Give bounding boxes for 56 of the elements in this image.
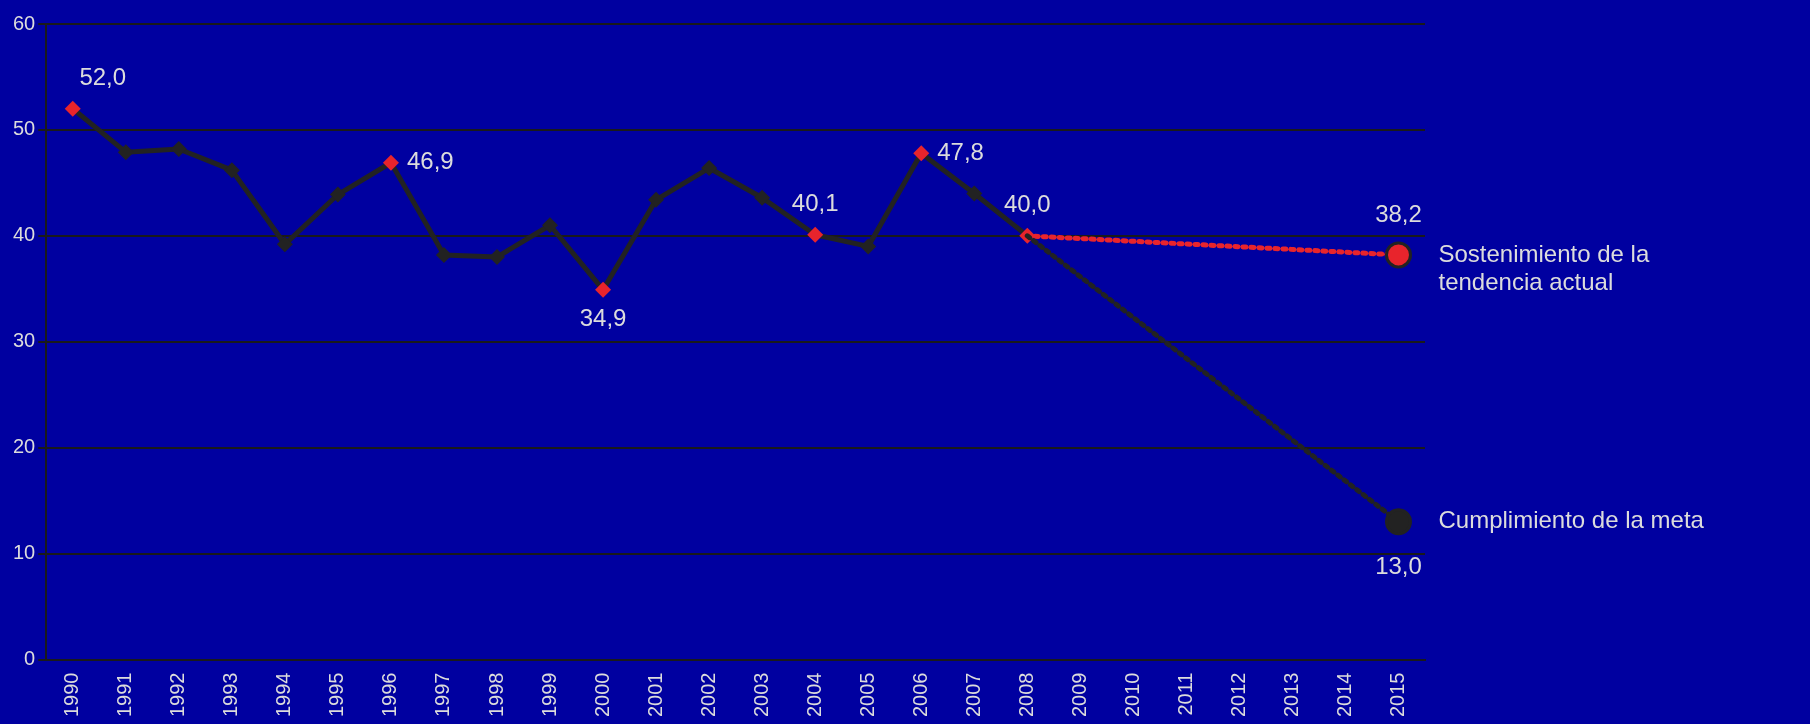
x-tick-label: 1993 — [219, 672, 242, 718]
x-tick-label: 2002 — [696, 672, 719, 718]
series-label: Cumplimiento de la meta — [1438, 506, 1705, 534]
x-tick-label: 1997 — [431, 672, 454, 718]
x-tick-label: 1994 — [272, 672, 295, 718]
data-label: 46,9 — [406, 147, 454, 175]
data-label: 40,1 — [791, 189, 839, 217]
point — [117, 144, 134, 161]
x-tick-label: 2001 — [643, 672, 666, 718]
y-tick-label: 50 — [13, 117, 36, 140]
data-label: 38,2 — [1375, 199, 1422, 227]
x-tick-label: 2011 — [1173, 672, 1196, 716]
x-tick-label: 2014 — [1332, 672, 1355, 718]
y-tick-label: 30 — [13, 329, 36, 352]
x-tick-label: 2012 — [1226, 672, 1249, 718]
point — [966, 185, 983, 202]
point — [648, 191, 665, 208]
x-tick-label: 1992 — [166, 672, 189, 718]
x-tick-label: 2003 — [749, 672, 772, 718]
x-tick-label: 2007 — [961, 672, 984, 718]
x-tick-label: 2010 — [1120, 672, 1143, 718]
x-tick-label: 2009 — [1067, 672, 1090, 718]
point — [1384, 241, 1412, 269]
x-tick-label: 2000 — [590, 672, 613, 718]
point — [860, 238, 877, 255]
point — [1384, 508, 1412, 536]
point — [435, 246, 452, 263]
point — [542, 217, 559, 234]
point — [276, 236, 293, 253]
y-tick-label: 60 — [13, 11, 36, 34]
x-tick-label: 1999 — [537, 672, 560, 718]
x-tick-label: 2008 — [1014, 672, 1037, 718]
x-tick-label: 1990 — [60, 672, 83, 718]
data-label: 13,0 — [1375, 552, 1422, 580]
y-tick-label: 20 — [13, 435, 36, 458]
point — [329, 186, 346, 203]
x-tick-label: 2005 — [855, 672, 878, 718]
y-tick-label: 40 — [13, 223, 36, 246]
x-tick-label: 2013 — [1279, 672, 1302, 718]
x-tick-label: 1991 — [113, 672, 136, 718]
data-label: 52,0 — [79, 63, 127, 91]
y-tick-label: 0 — [24, 647, 36, 670]
data-label: 40,0 — [1003, 190, 1051, 218]
point — [754, 189, 771, 206]
x-tick-label: 2015 — [1386, 672, 1408, 718]
point — [223, 162, 240, 179]
y-tick-label: 10 — [13, 541, 36, 564]
data-label: 34,9 — [579, 304, 627, 332]
series-label: Sostenimiento de la tendencia actual — [1438, 239, 1650, 295]
x-tick-label: 1998 — [484, 672, 507, 718]
x-tick-label: 2004 — [802, 672, 825, 718]
point — [701, 160, 718, 177]
x-tick-label: 1995 — [325, 672, 348, 718]
data-label: 47,8 — [937, 137, 984, 165]
x-tick-label: 1996 — [378, 672, 401, 718]
x-tick-label: 2006 — [908, 672, 931, 718]
